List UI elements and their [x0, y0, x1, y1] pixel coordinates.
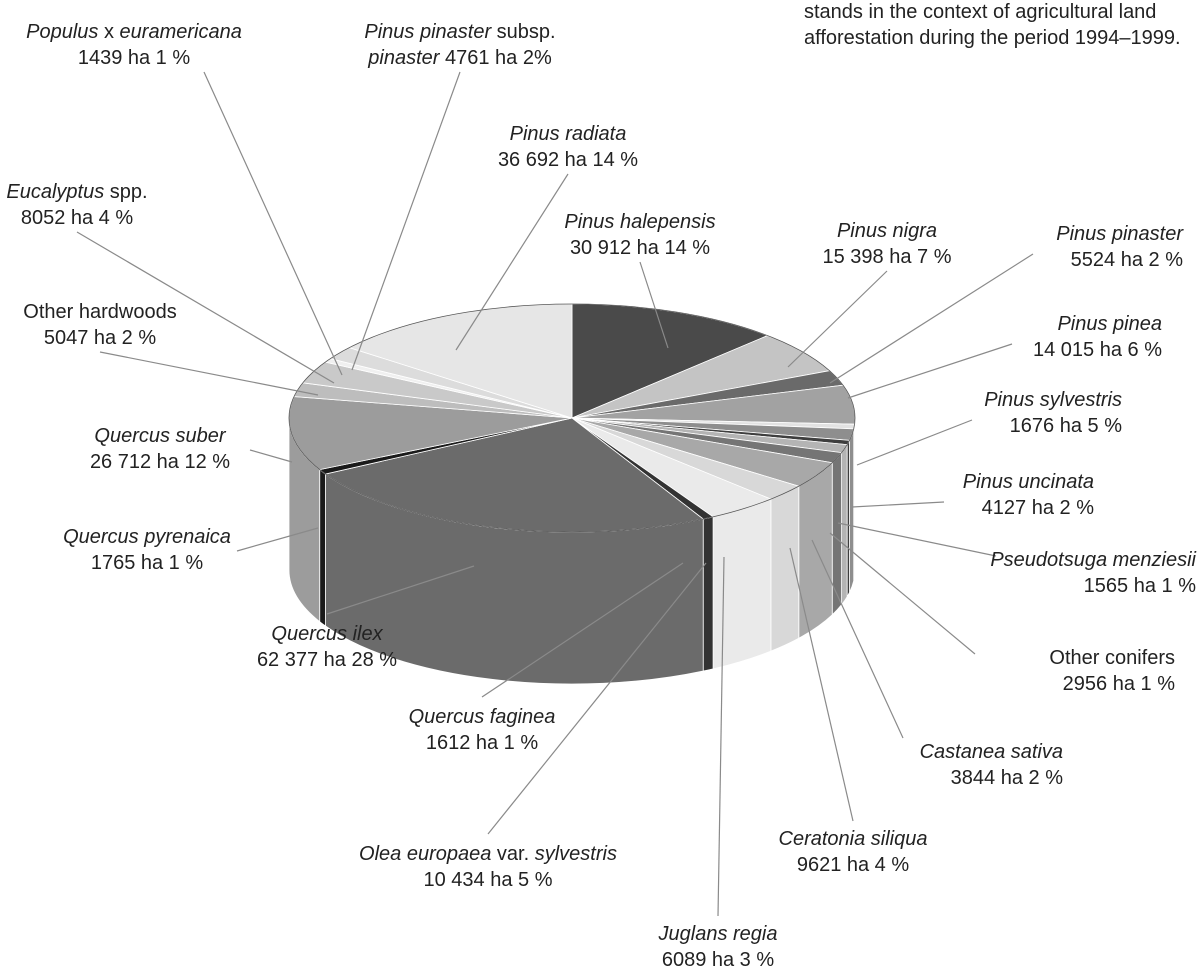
slice-label-pinus-radiata: Pinus radiata 36 692 ha 14 %: [498, 123, 638, 171]
leader-line-pinus-uncinata: [851, 501, 945, 508]
slice-label-quercus-faginea: Quercus faginea 1612 ha 1 %: [409, 706, 556, 754]
slice-labels: Pinus halepensis 30 912 ha 14 % Pinus nigr…: [6, 21, 1196, 971]
slice-label-ceratonia-siliqua: Ceratonia siliqua 9621 ha 4 %: [779, 828, 928, 876]
slice-side-ceratonia-siliqua: [798, 461, 833, 639]
slice-side-castanea-sativa: [831, 451, 842, 616]
leader-line-olea-europaea: [487, 562, 707, 835]
slice-label-pinus-uncinata: Pinus uncinata 4127 ha 2 %: [963, 471, 1094, 519]
leader-line-ceratonia-siliqua: [789, 547, 854, 822]
slice-label-populus: Populus x euramericana 1439 ha 1 %: [26, 21, 242, 69]
slice-label-pinus-pinaster-pinaster: Pinus pinaster subsp. pinaster 4761 ha 2%: [364, 21, 555, 69]
leader-line-quercus-faginea: [481, 562, 684, 698]
pie-top-face: [288, 303, 856, 533]
leader-line-other-hardwoods: [99, 351, 319, 396]
leader-line-pinus-nigra: [787, 270, 888, 368]
slice-label-eucalyptus: Eucalyptus spp. 8052 ha 4 %: [6, 181, 147, 229]
leader-line-pinus-halepensis: [639, 261, 669, 349]
leader-line-pinus-pinaster: [829, 253, 1034, 384]
caption-line-2: afforestation during the period 1994–199…: [804, 27, 1181, 49]
leader-line-populus: [203, 71, 343, 376]
slice-label-pinus-pinaster: Pinus pinaster 5524 ha 2 %: [1056, 223, 1184, 271]
slice-label-quercus-suber: Quercus suber 26 712 ha 12 %: [90, 425, 230, 473]
leader-line-pseudotsuga-menziesii: [837, 522, 997, 557]
leader-line-juglans-regia: [717, 556, 725, 917]
leader-line-pinus-pinaster-pinaster: [351, 71, 461, 371]
slice-label-quercus-pyrenaica: Quercus pyrenaica 1765 ha 1 %: [63, 526, 231, 574]
leader-line-pinus-sylvestris: [856, 419, 973, 466]
slice-label-quercus-ilex: Quercus ilex 62 377 ha 28 %: [257, 623, 397, 671]
leader-line-eucalyptus: [76, 231, 335, 384]
leader-line-pinus-radiata: [455, 173, 569, 351]
slice-label-olea-europaea: Olea europaea var. sylvestris 10 434 ha 5…: [359, 843, 617, 891]
slice-label-other-hardwoods: Other hardwoods 5047 ha 2 %: [23, 301, 176, 349]
slice-side-quercus-faginea: [702, 516, 714, 672]
slice-side-pinus-uncinata: [849, 428, 855, 593]
slice-label-pinus-nigra: Pinus nigra 15 398 ha 7 %: [823, 220, 952, 268]
slice-label-pseudotsuga-menziesii: Pseudotsuga menziesii 1565 ha 1 %: [990, 549, 1196, 597]
slice-label-castanea-sativa: Castanea sativa 3844 ha 2 %: [920, 741, 1064, 789]
slice-label-pinus-halepensis: Pinus halepensis 30 912 ha 14 %: [564, 211, 715, 259]
pie-side-walls: [288, 417, 856, 685]
slice-label-juglans-regia: Juglans regia 6089 ha 3 %: [658, 923, 778, 971]
leader-line-other-conifers: [829, 532, 976, 655]
slice-label-other-conifers: Other conifers 2956 ha 1 %: [1049, 647, 1175, 695]
leader-line-quercus-ilex: [326, 565, 475, 615]
leader-line-castanea-sativa: [811, 539, 904, 739]
leader-lines: [76, 71, 1034, 917]
leader-line-pinus-pinea: [847, 343, 1013, 399]
pie-rim: [288, 303, 856, 533]
slice-label-pinus-pinea: Pinus pinea 14 015 ha 6 %: [1033, 313, 1162, 361]
leader-line-quercus-pyrenaica: [236, 527, 319, 552]
slice-side-quercus-pyrenaica: [319, 468, 326, 627]
slice-side-olea-europaea: [712, 498, 772, 670]
caption-line-1: stands in the context of agricultural la…: [804, 1, 1156, 23]
leader-line-quercus-suber: [249, 449, 293, 463]
slice-label-pinus-sylvestris: Pinus sylvestris 1676 ha 5 %: [984, 389, 1122, 437]
